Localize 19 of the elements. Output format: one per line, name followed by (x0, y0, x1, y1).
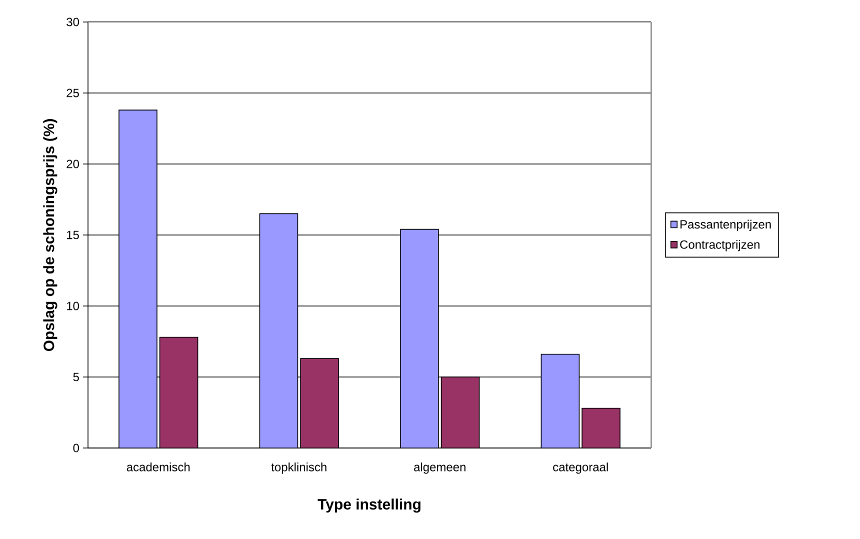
legend-label: Contractprijzen (680, 240, 760, 252)
y-tick-label: 0 (73, 444, 80, 452)
x-axis-title: Type instelling (318, 498, 420, 513)
y-tick-label: 20 (66, 160, 80, 168)
bar (440, 376, 480, 448)
y-tick-label: 25 (66, 88, 79, 98)
x-tick-label: topklinisch (271, 462, 326, 474)
y-tick-label: 10 (67, 302, 80, 310)
x-tick-label: categoraal (553, 462, 608, 474)
bar (582, 408, 620, 448)
legend-label: Passantenprijzen (680, 220, 771, 231)
bar (300, 358, 339, 448)
y-axis-title: Opslag op de schoningsprijs (%) (43, 119, 58, 352)
y-tick-label: 5 (73, 372, 79, 382)
y-tick-label: 30 (66, 18, 80, 26)
bar (159, 336, 198, 448)
y-tick-label: 15 (67, 230, 79, 240)
x-tick-label: academisch (126, 462, 190, 472)
x-tick-label: algemeen (414, 462, 466, 474)
